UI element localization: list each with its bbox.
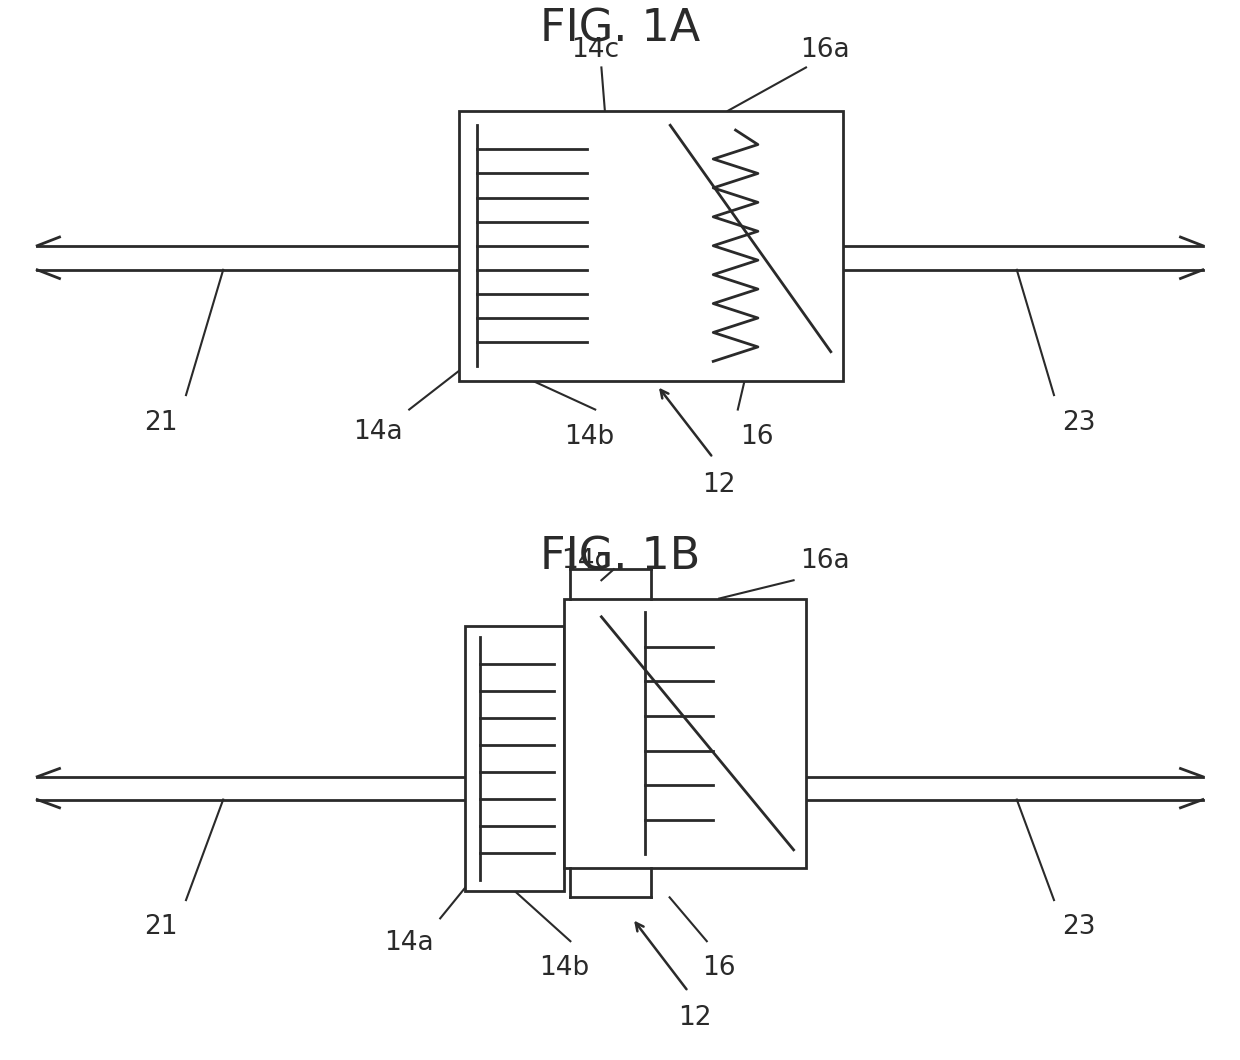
Bar (459, 111, 843, 381)
Text: 14a: 14a (384, 931, 434, 956)
Text: 23: 23 (1061, 914, 1096, 940)
Text: 12: 12 (702, 472, 737, 498)
Text: 14a: 14a (353, 419, 403, 445)
Text: 14c: 14c (572, 37, 619, 63)
Text: FIG. 1B: FIG. 1B (539, 536, 701, 579)
Text: 12: 12 (677, 1005, 712, 1031)
Text: 16: 16 (739, 424, 774, 450)
Text: 14c: 14c (562, 548, 609, 573)
Bar (465, 626, 564, 891)
Text: FIG. 1A: FIG. 1A (539, 7, 701, 51)
Text: 16a: 16a (800, 37, 849, 63)
Bar (564, 599, 806, 868)
Text: 16a: 16a (800, 548, 849, 573)
Text: 16: 16 (702, 955, 737, 981)
Text: 23: 23 (1061, 409, 1096, 436)
Text: 14b: 14b (564, 424, 614, 450)
Text: 14b: 14b (539, 955, 589, 981)
Text: 21: 21 (144, 409, 179, 436)
Text: 21: 21 (144, 914, 179, 940)
